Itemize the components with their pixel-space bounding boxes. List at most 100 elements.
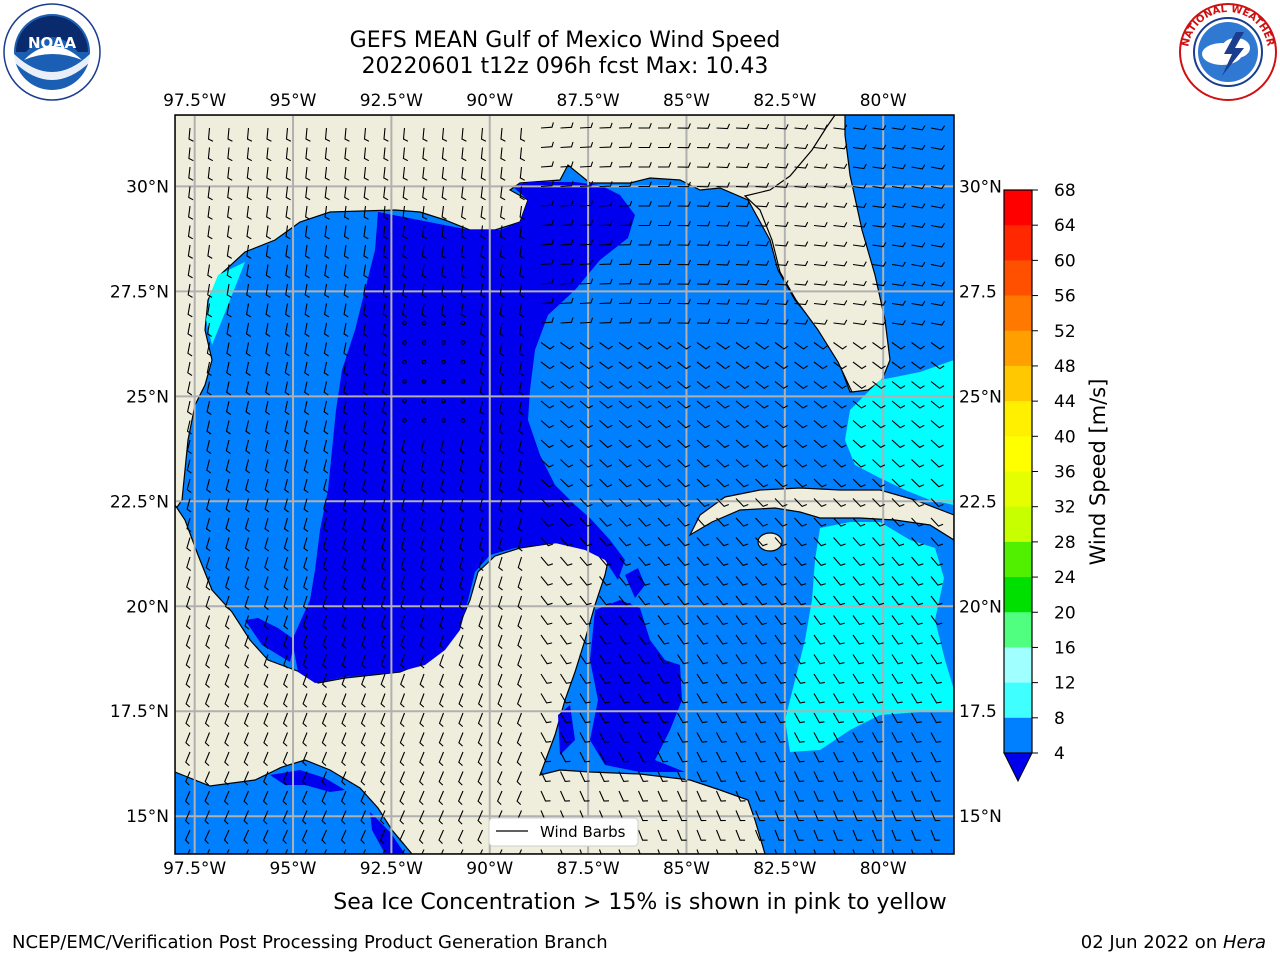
wind-barb [618, 400, 633, 409]
wind-barb [599, 576, 612, 586]
wind-barb [225, 498, 231, 513]
wind-barb [677, 556, 690, 567]
wind-barb [560, 556, 573, 567]
wind-barb [579, 556, 592, 567]
wind-barb [363, 244, 369, 259]
wind-barb [852, 829, 863, 841]
wind-barb [755, 595, 768, 606]
wind-barb [579, 849, 583, 854]
wind-barb [696, 849, 700, 854]
wind-barb [755, 459, 769, 468]
wind-barb [599, 142, 613, 149]
wind-barb [832, 790, 844, 802]
wind-barb [399, 693, 406, 708]
wind-barb [265, 322, 271, 337]
wind-barb [518, 303, 525, 318]
wind-barb [794, 517, 807, 527]
wind-barb [677, 201, 691, 207]
wind-barb [497, 654, 503, 669]
wind-barb [852, 673, 864, 684]
wind-barb [519, 283, 525, 298]
wind-barb [401, 849, 405, 854]
wind-barb [735, 478, 749, 488]
wind-barb [283, 556, 289, 572]
calm-marker [402, 320, 407, 326]
wind-barb [540, 654, 553, 665]
wind-barb [324, 244, 330, 259]
wind-barb [618, 712, 630, 724]
colorbar-under-triangle [1003, 752, 1033, 783]
wind-barb [852, 202, 867, 209]
wind-barb [579, 459, 593, 468]
wind-barb [304, 849, 308, 854]
wind-barb [637, 790, 649, 802]
wind-barb [560, 258, 574, 266]
lat-label-right: 25°N [959, 387, 1002, 407]
wind-barb [243, 790, 250, 805]
wind-barb [930, 203, 945, 209]
wind-barb [285, 205, 291, 220]
wind-barb [696, 342, 711, 350]
wind-barb [618, 420, 633, 429]
colorbar-bin [1004, 365, 1032, 402]
wind-barb [794, 615, 806, 626]
wind-barb [560, 498, 574, 508]
wind-barb [794, 459, 808, 468]
wind-barb [677, 517, 690, 527]
calm-marker [402, 359, 407, 365]
wind-barb [186, 400, 193, 415]
wind-barb [638, 240, 652, 246]
wind-barb [872, 164, 887, 170]
wind-barb [205, 576, 211, 591]
wind-barb [872, 144, 887, 150]
wind-barb [227, 166, 233, 181]
wind-barb [363, 225, 369, 240]
wind-barb [206, 420, 212, 435]
wind-barb [540, 498, 554, 508]
wind-barb [420, 517, 426, 533]
wind-barb [381, 439, 387, 455]
wind-barb [872, 222, 887, 228]
wind-barb [579, 790, 590, 802]
wind-barb [186, 517, 192, 533]
wind-barb [301, 829, 308, 844]
wind-barb [755, 420, 769, 429]
wind-barb [599, 161, 613, 168]
wind-barb [735, 240, 750, 247]
wind-barb [755, 556, 768, 567]
wind-barb [560, 420, 574, 429]
wind-barb [246, 264, 252, 279]
longitude-labels-top: 97.5°W 95°W 92.5°W 90°W 87.5°W 85°W 82.5°W 80°W [163, 91, 907, 111]
wind-barb [677, 381, 691, 389]
wind-barb [540, 712, 552, 724]
wind-barb [852, 459, 866, 468]
wind-barb [833, 300, 848, 306]
calm-marker [460, 359, 466, 365]
wind-barb [517, 673, 523, 689]
wind-barb [540, 141, 554, 149]
wind-barb [540, 420, 555, 429]
wind-barb [833, 261, 848, 267]
wind-barb [833, 615, 845, 626]
wind-barb [813, 182, 828, 189]
wind-barb [599, 342, 613, 350]
wind-barb [517, 498, 523, 513]
wind-barb [930, 829, 941, 841]
wind-barb [518, 322, 524, 337]
wind-barb [872, 712, 883, 724]
wind-barb [852, 732, 864, 743]
wind-barb [735, 576, 748, 586]
wind-barb [735, 201, 750, 208]
wind-barb [794, 537, 807, 547]
wind-barb [579, 439, 593, 449]
wind-barb [540, 342, 555, 350]
wind-barb [205, 634, 211, 650]
wind-barb [440, 303, 447, 318]
wind-barb [477, 751, 484, 767]
wind-barb [677, 318, 691, 324]
wind-barb [677, 693, 689, 704]
wind-barb [696, 712, 708, 724]
wind-barb [735, 439, 749, 449]
wind-barb [657, 420, 672, 429]
wind-barb [480, 166, 486, 181]
